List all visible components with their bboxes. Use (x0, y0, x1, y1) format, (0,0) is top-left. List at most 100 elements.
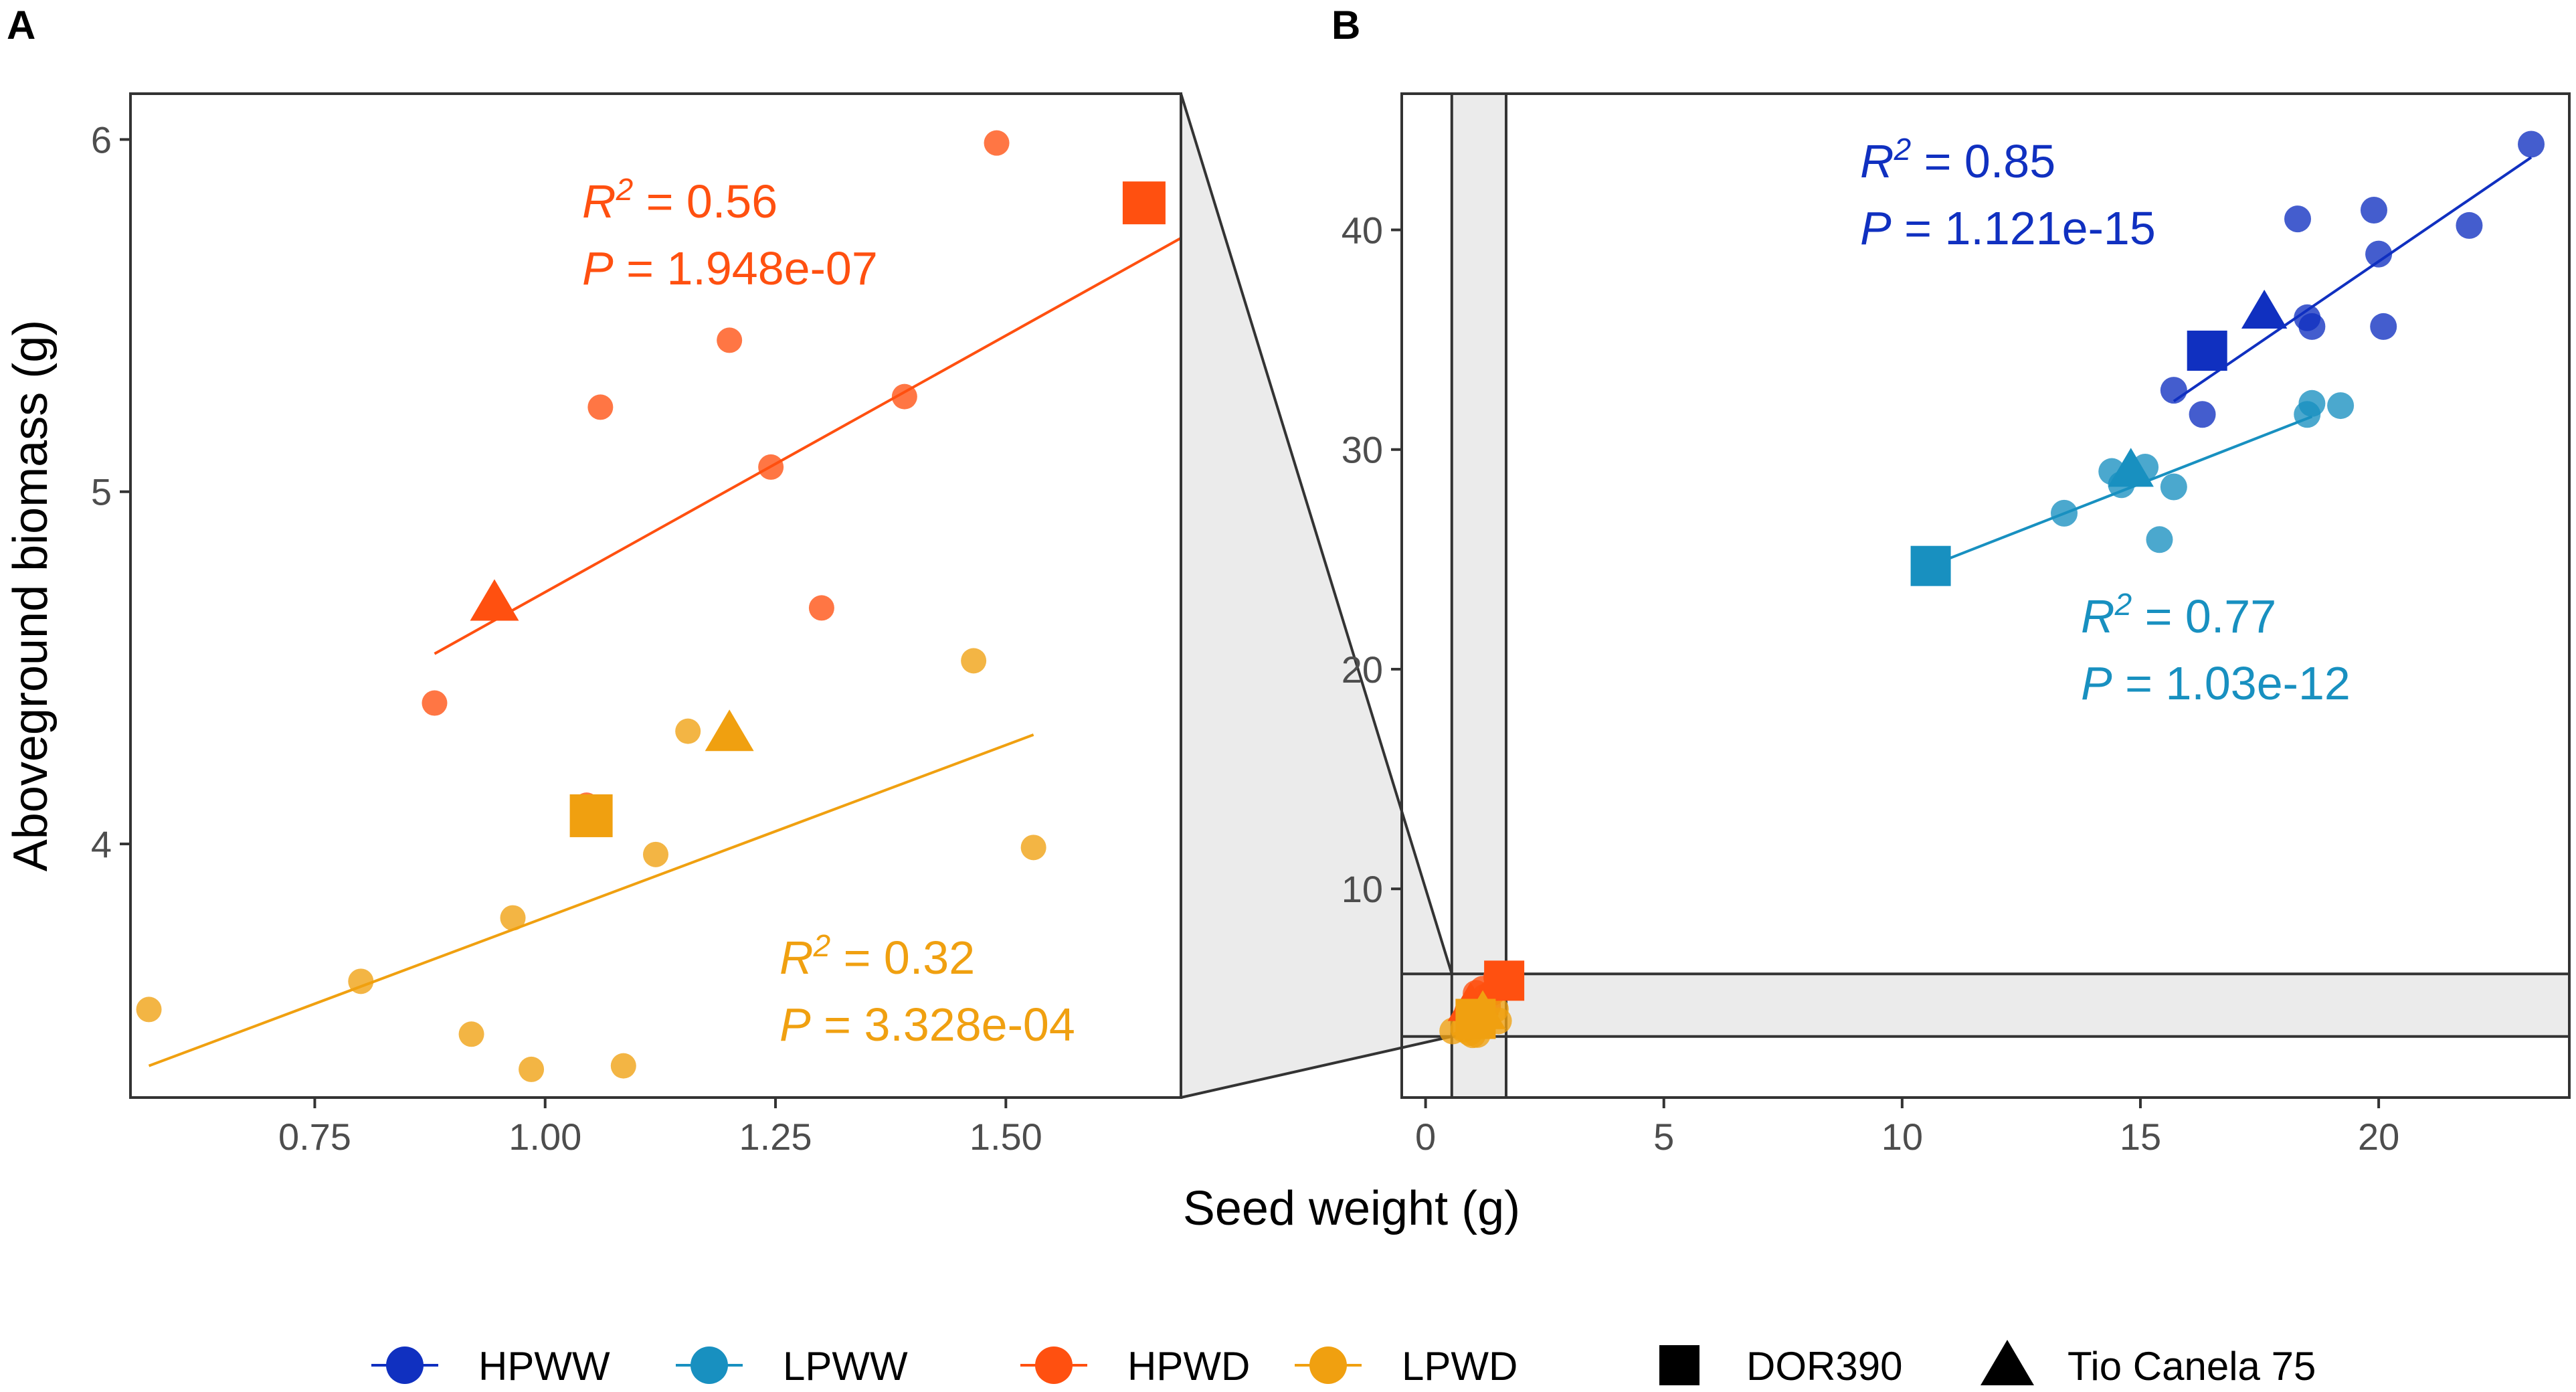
point-hpww (2360, 196, 2387, 224)
legend-dot-hpwd (1035, 1346, 1073, 1384)
dor390-marker-lpwd (569, 794, 613, 837)
tio-canela-marker-lpwd (1459, 990, 1506, 1029)
x-tick-label: 5 (1653, 1116, 1674, 1158)
x-tick-label: 20 (2358, 1116, 2399, 1158)
x-tick-label: 15 (2120, 1116, 2161, 1158)
r2-annotation-lpwd: R2 = 0.32 (779, 928, 975, 984)
tio-canela-marker-hpww (2241, 289, 2288, 329)
y-tick-label: 5 (91, 471, 112, 513)
point-lpwd (519, 1056, 545, 1082)
point-lpww (2146, 526, 2173, 553)
point-lpww (2160, 473, 2187, 501)
point-lpwd (136, 996, 162, 1023)
point-hpww (2189, 401, 2216, 428)
legend-label-lpww: LPWW (783, 1344, 908, 1389)
panel-b-axes: 0 5 10 15 20 10 20 30 40 (1342, 209, 2400, 1158)
point-lpwd (961, 648, 987, 674)
x-tick-label: 0 (1415, 1116, 1436, 1158)
legend-square-icon (1659, 1345, 1699, 1385)
legend-label-dor390: DOR390 (1746, 1344, 1902, 1389)
r2-annotation-lpww: R2 = 0.77 (2081, 587, 2276, 642)
y-tick-label: 4 (91, 823, 112, 865)
point-hpww (2365, 240, 2393, 268)
p-annotation-hpwd: P = 1.948e-07 (582, 242, 878, 294)
y-tick-label: 40 (1342, 209, 1383, 252)
y-tick-label: 30 (1342, 429, 1383, 471)
panel-b-zoom-band (1402, 94, 2569, 1098)
point-lpww (2298, 389, 2326, 417)
point-hpwd (808, 595, 834, 621)
point-lpwd (610, 1053, 636, 1079)
point-hpwd (984, 130, 1010, 156)
legend-label-tio-canela-75: Tio Canela 75 (2067, 1344, 2316, 1389)
point-hpww (2160, 377, 2187, 404)
dor390-marker-hpww (2187, 331, 2227, 371)
panel-b-genotype-markers (1447, 289, 2288, 1039)
panel-b: B 0 5 10 15 20 10 20 30 40 R2 = 0.85 P = 1.121e-1… (1331, 3, 2571, 1158)
y-axis-title: Aboveground biomass (g) (4, 320, 58, 871)
legend-dot-lpwd (1309, 1346, 1347, 1384)
point-lpwd (643, 841, 668, 867)
point-lpwd (348, 968, 374, 994)
point-lpww (2327, 392, 2355, 420)
x-tick-label: 10 (1881, 1116, 1923, 1158)
legend: HPWW LPWW HPWD LPWD DOR390 Tio Canela 75 (371, 1340, 2316, 1389)
x-tick-label: 1.00 (509, 1116, 581, 1158)
tio-canela-marker-lpww (2108, 448, 2154, 487)
p-annotation-hpww: P = 1.121e-15 (1860, 202, 2156, 254)
point-lpwd (458, 1021, 484, 1047)
fit-line-lpwd (148, 733, 1034, 1067)
point-hpww (2298, 313, 2326, 340)
point-lpwd (675, 718, 701, 744)
p-annotation-lpww: P = 1.03e-12 (2081, 657, 2351, 709)
point-hpww (2284, 205, 2312, 233)
point-hpwd (891, 383, 917, 410)
y-tick-label: 10 (1342, 868, 1383, 910)
zoom-vertical-band (1451, 94, 1506, 1098)
point-lpwd (500, 905, 526, 931)
legend-label-hpww: HPWW (478, 1344, 610, 1389)
panel-a-genotype-markers (470, 181, 1166, 837)
zoom-connector (1180, 93, 1453, 1099)
point-hpwd (587, 394, 614, 420)
point-hpww (2370, 313, 2397, 340)
point-hpwd (758, 454, 784, 480)
x-tick-label: 0.75 (278, 1116, 351, 1158)
x-tick-label: 1.50 (970, 1116, 1042, 1158)
zoom-connector-fill (1181, 94, 1452, 1098)
legend-dot-hpww (386, 1346, 424, 1384)
point-lpww (2051, 499, 2078, 527)
panel-a: A 0.75 1.00 1.25 1.50 4 5 6 R2 = 0.56 P = 1.948… (4, 3, 1182, 1158)
point-hpwd (422, 690, 448, 716)
legend-label-hpwd: HPWD (1127, 1344, 1250, 1389)
panel-b-annotations: R2 = 0.85 P = 1.121e-15 R2 = 0.77 P = 1.03e… (1860, 132, 2351, 709)
point-hpwd (717, 327, 743, 353)
legend-triangle-icon (1981, 1340, 2034, 1385)
y-tick-label: 20 (1342, 648, 1383, 691)
legend-label-lpwd: LPWD (1402, 1344, 1517, 1389)
point-lpwd (1020, 835, 1046, 861)
zoom-connector-top (1180, 93, 1453, 974)
tio-canela-marker-lpwd (705, 709, 754, 752)
panel-b-letter: B (1331, 3, 1360, 48)
panel-a-points (136, 130, 1046, 1082)
point-hpww (2518, 130, 2545, 158)
tio-canela-marker-hpwd (470, 579, 519, 621)
panel-b-frame (1400, 92, 2571, 1099)
dor390-marker-lpww (1910, 545, 1951, 586)
y-tick-label: 6 (91, 118, 112, 161)
zoom-connector-bottom (1180, 1035, 1453, 1099)
panel-a-annotations: R2 = 0.56 P = 1.948e-07 R2 = 0.32 P = 3.328… (582, 172, 1075, 1051)
dor390-marker-hpwd (1484, 960, 1525, 1001)
r2-annotation-hpwd: R2 = 0.56 (582, 172, 777, 228)
point-hpww (2456, 211, 2483, 239)
p-annotation-lpwd: P = 3.328e-04 (779, 998, 1075, 1051)
r2-annotation-hpww: R2 = 0.85 (1860, 132, 2055, 187)
panel-a-fit-lines (148, 237, 1182, 1067)
legend-dot-lpww (691, 1346, 728, 1384)
dor390-marker-hpwd (1122, 181, 1166, 225)
x-axis-title: Seed weight (g) (1183, 1182, 1520, 1235)
fit-line-hpww (2173, 156, 2533, 403)
panel-a-frame (129, 92, 1182, 1099)
